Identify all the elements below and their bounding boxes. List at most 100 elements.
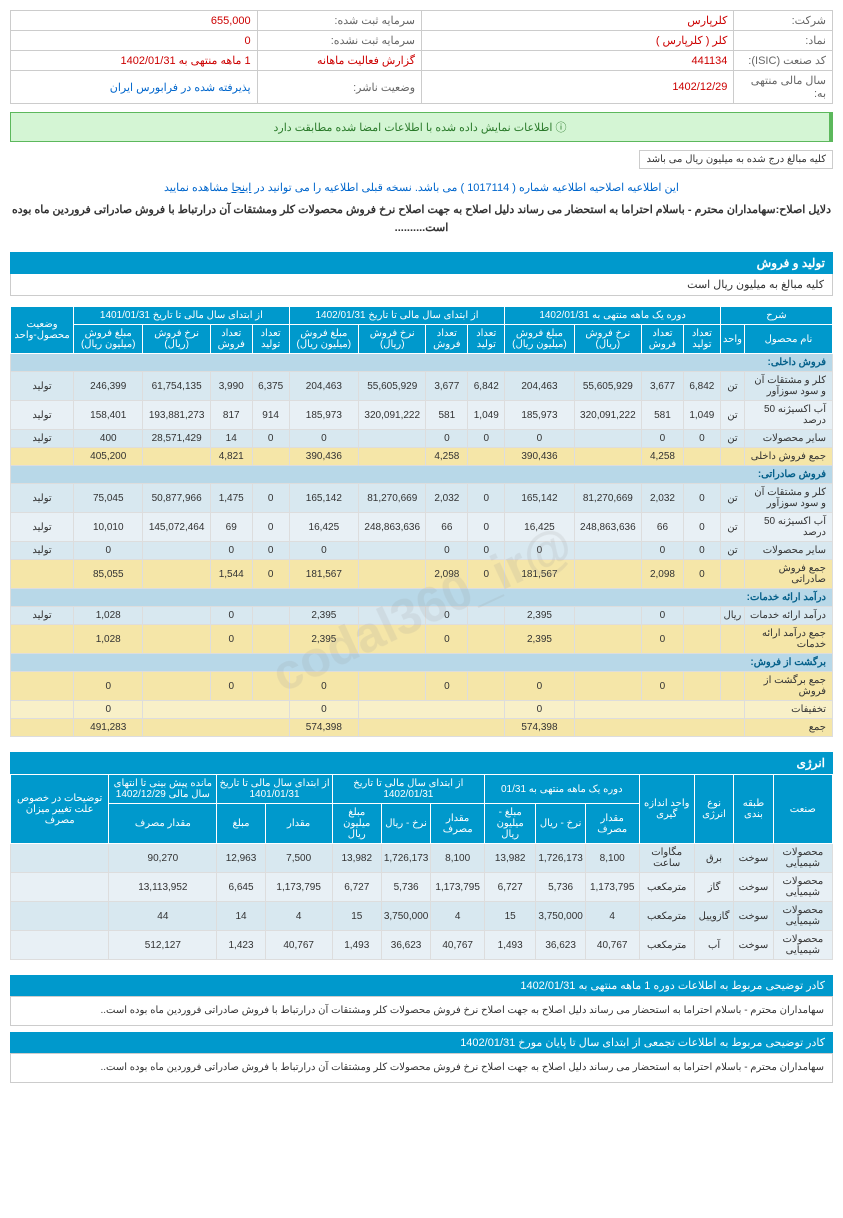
- energy-row: محصولات شیمیاییسوختگازوییلمترمکعب43,750,…: [11, 902, 833, 931]
- isic-value: 441134: [422, 51, 734, 71]
- cell: 0: [74, 672, 143, 701]
- table-row: سایر محصولاتتن00000001428,571,429400تولی…: [11, 430, 833, 448]
- cell: [11, 873, 109, 902]
- correction-reason: دلایل اصلاح:سهامداران محترم - باسلام احت…: [10, 202, 833, 237]
- cell: [252, 607, 289, 625]
- cell: محصولات شیمیایی: [773, 902, 832, 931]
- cell: 2,098: [642, 560, 684, 589]
- cell: 0: [683, 513, 720, 542]
- cell: 0: [289, 430, 358, 448]
- cell: 15: [485, 902, 536, 931]
- cell: [252, 625, 289, 654]
- cell: [574, 625, 641, 654]
- cell: 40,767: [431, 931, 485, 960]
- cell: 181,567: [505, 560, 574, 589]
- cell: 3,677: [642, 372, 684, 401]
- cell: تولید: [11, 542, 74, 560]
- cell: [11, 902, 109, 931]
- cell: 0: [252, 430, 289, 448]
- cell: [359, 607, 426, 625]
- status-label: وضعیت ناشر:: [257, 71, 421, 104]
- cell: 7,500: [265, 844, 332, 873]
- cell: 2,098: [426, 560, 468, 589]
- cell: 3,990: [210, 372, 252, 401]
- cell: 13,982: [485, 844, 536, 873]
- prev-notice-link[interactable]: اینجا: [231, 182, 251, 194]
- cell: 4: [265, 902, 332, 931]
- cell: 85,055: [74, 560, 143, 589]
- cell: سایر محصولات: [744, 430, 832, 448]
- cell: [11, 719, 74, 737]
- year-value: 1402/12/29: [422, 71, 734, 104]
- table-row: کلر و مشتقات آن و سود سوزآورتن6,8423,677…: [11, 372, 833, 401]
- signed-match-bar: ⓘ اطلاعات نمایش داده شده با اطلاعات امضا…: [10, 112, 833, 142]
- cell: جمع درآمد ارائه خدمات: [744, 625, 832, 654]
- cell: 0: [468, 560, 505, 589]
- cell: 491,283: [74, 719, 143, 737]
- cell: آب: [694, 931, 733, 960]
- cell: 4: [431, 902, 485, 931]
- cell: 90,270: [109, 844, 217, 873]
- company-info-table: شرکت: کلرپارس سرمایه ثبت شده: 655,000 نم…: [10, 10, 833, 104]
- cell: [574, 430, 641, 448]
- cell: 0: [505, 430, 574, 448]
- cell: 0: [468, 542, 505, 560]
- cell: 4,258: [426, 448, 468, 466]
- cell: [11, 844, 109, 873]
- cell: 246,399: [74, 372, 143, 401]
- cell: 2,395: [289, 625, 358, 654]
- cell: تولید: [11, 430, 74, 448]
- cell: [468, 625, 505, 654]
- capital2-value: 0: [11, 31, 258, 51]
- cell: 320,091,222: [574, 401, 641, 430]
- cell: [720, 625, 744, 654]
- cell: 0: [468, 513, 505, 542]
- cell: 15: [332, 902, 381, 931]
- cell: 4: [585, 902, 639, 931]
- cell: 581: [642, 401, 684, 430]
- footer2-title: کادر توضیحی مربوط به اطلاعات تجمعی از اب…: [10, 1032, 833, 1053]
- cell: محصولات شیمیایی: [773, 844, 832, 873]
- cell: 0: [426, 430, 468, 448]
- cell: [468, 448, 505, 466]
- cell: 0: [642, 625, 684, 654]
- cell: تن: [720, 430, 744, 448]
- cell: 390,436: [505, 448, 574, 466]
- cell: سوخت: [734, 902, 773, 931]
- cell: 6,842: [468, 372, 505, 401]
- cell: 0: [252, 560, 289, 589]
- cell: 512,127: [109, 931, 217, 960]
- cell: تولید: [11, 401, 74, 430]
- cell: 0: [642, 672, 684, 701]
- report-label: گزارش فعالیت ماهانه: [257, 51, 421, 71]
- capital2-label: سرمایه ثبت نشده:: [257, 31, 421, 51]
- report-value: 1 ماهه منتهی به 1402/01/31: [11, 51, 258, 71]
- cell: 914: [252, 401, 289, 430]
- cell: [720, 560, 744, 589]
- cell: آب اکسیژنه 50 درصد: [744, 401, 832, 430]
- cell: 0: [683, 542, 720, 560]
- currency-note: کلیه مبالغ درج شده به میلیون ریال می باش…: [639, 150, 833, 169]
- cell: [252, 448, 289, 466]
- cell: [720, 672, 744, 701]
- cell: 36,623: [381, 931, 431, 960]
- cell: مترمکعب: [639, 931, 694, 960]
- isic-label: کد صنعت (ISIC):: [734, 51, 833, 71]
- cell: 40,767: [265, 931, 332, 960]
- cell: 165,142: [505, 484, 574, 513]
- cell: تن: [720, 542, 744, 560]
- cell: [683, 672, 720, 701]
- cell: 0: [426, 542, 468, 560]
- cell: تخفیفات: [744, 701, 832, 719]
- cell: 12,963: [217, 844, 265, 873]
- cell: [252, 672, 289, 701]
- cell: گاز: [694, 873, 733, 902]
- cell: 8,100: [431, 844, 485, 873]
- cell: 40,767: [585, 931, 639, 960]
- energy-table: صنعتطبقه بندینوع انرژیواحد اندازه گیری د…: [10, 774, 833, 960]
- section-sub: کلیه مبالغ به میلیون ریال است: [10, 274, 833, 296]
- cell: 581: [426, 401, 468, 430]
- cell: [359, 625, 426, 654]
- cell: 574,398: [505, 719, 574, 737]
- cell: 0: [289, 701, 358, 719]
